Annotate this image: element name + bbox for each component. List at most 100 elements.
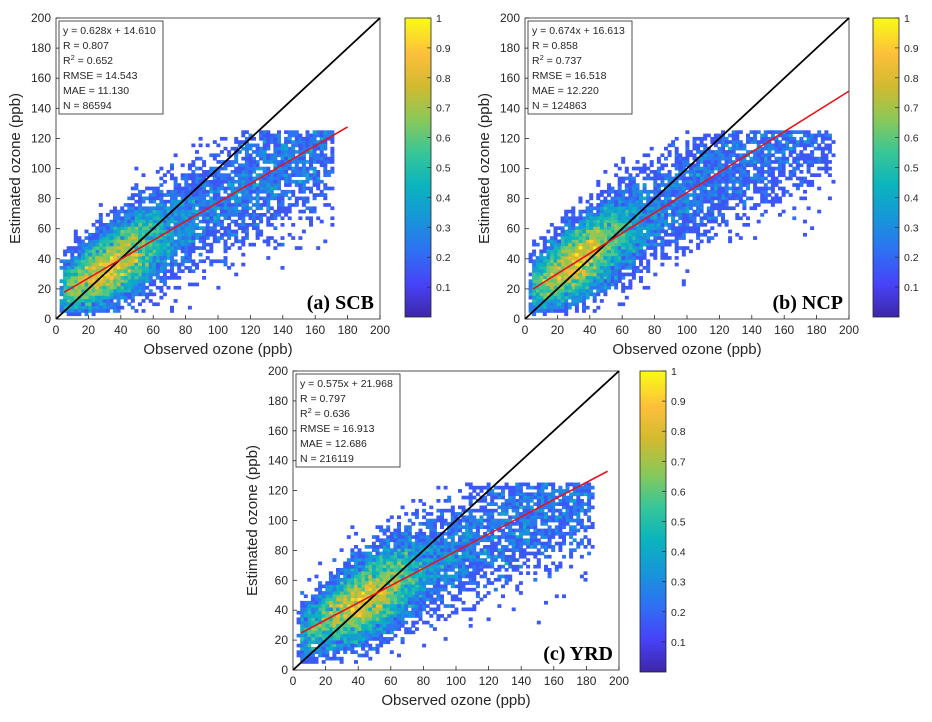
density-cell <box>607 193 611 197</box>
density-cell <box>195 166 199 171</box>
density-cell <box>407 538 412 543</box>
density-cell <box>343 587 348 592</box>
density-cell <box>321 633 326 638</box>
density-cell <box>113 242 117 247</box>
density-cell <box>259 232 264 237</box>
density-cell <box>148 289 153 293</box>
density-cell <box>332 591 337 595</box>
density-cell <box>749 196 754 201</box>
density-cell <box>386 597 391 602</box>
density-cell <box>585 279 590 283</box>
density-cell <box>422 597 427 602</box>
density-cell <box>309 150 313 154</box>
density-cell <box>692 173 697 177</box>
density-cell <box>88 232 93 237</box>
density-cell <box>138 209 142 214</box>
density-cell <box>617 183 622 187</box>
density-cell <box>113 285 117 290</box>
density-cell <box>209 179 214 184</box>
density-cell <box>621 176 626 181</box>
density-cell <box>703 153 708 158</box>
density-cell <box>73 279 78 283</box>
density-cell <box>646 223 651 227</box>
density-cell <box>767 186 772 191</box>
density-cell <box>354 627 358 631</box>
density-cell <box>557 292 562 297</box>
density-cell <box>557 266 562 270</box>
density-cell <box>628 259 633 264</box>
density-cell <box>813 146 818 151</box>
density-cell <box>756 156 761 161</box>
density-cell <box>721 219 725 224</box>
density-cell <box>585 219 590 224</box>
density-cell <box>84 285 89 290</box>
density-cell <box>635 219 640 224</box>
density-cell <box>170 189 174 194</box>
density-cell <box>184 229 189 234</box>
density-cell <box>717 166 722 171</box>
density-cell <box>642 153 647 158</box>
density-cell <box>269 213 274 217</box>
density-cell <box>813 156 818 161</box>
density-cell <box>628 252 633 257</box>
density-cell <box>501 594 505 599</box>
density-cell <box>696 213 701 217</box>
density-cell <box>660 163 665 168</box>
density-cell <box>753 130 758 134</box>
density-cell <box>653 173 658 177</box>
density-cell <box>159 269 164 273</box>
density-cell <box>393 597 398 602</box>
density-cell <box>404 558 409 562</box>
density-cell <box>155 259 160 264</box>
density-cell <box>159 203 164 207</box>
density-cell <box>696 150 701 154</box>
density-cell <box>621 259 626 264</box>
density-cell <box>389 630 394 635</box>
density-cell <box>628 242 633 247</box>
density-cell <box>98 223 103 227</box>
density-cell <box>205 173 210 177</box>
density-cell <box>152 302 157 307</box>
density-cell <box>728 176 733 181</box>
density-cell <box>820 133 825 138</box>
density-cell <box>354 577 358 582</box>
density-cell <box>389 594 394 599</box>
density-cell <box>567 236 572 240</box>
density-cell <box>763 186 768 191</box>
density-cell <box>98 299 103 303</box>
density-cell <box>749 163 754 168</box>
density-cell <box>582 295 586 300</box>
density-cell <box>824 130 829 134</box>
density-cell <box>291 193 296 197</box>
density-cell <box>596 232 601 237</box>
density-cell <box>607 272 611 277</box>
density-cell <box>155 249 160 254</box>
density-cell <box>336 630 340 635</box>
density-cell <box>180 186 185 191</box>
density-cell <box>522 505 527 510</box>
density-cell <box>326 133 331 138</box>
density-cell <box>318 561 323 566</box>
density-cell <box>621 160 626 164</box>
density-cell <box>237 166 242 171</box>
density-cell <box>63 302 68 307</box>
density-cell <box>770 199 775 204</box>
density-cell <box>113 209 117 214</box>
density-cell <box>130 269 135 273</box>
density-cell <box>280 160 285 164</box>
density-cell <box>303 630 308 635</box>
density-cell <box>706 193 711 197</box>
density-cell <box>770 173 775 177</box>
density-cell <box>571 226 576 230</box>
density-cell <box>284 150 289 154</box>
density-cell <box>813 133 818 138</box>
density-cell <box>187 282 192 287</box>
density-cell <box>130 209 135 214</box>
density-cell <box>717 189 722 194</box>
density-cell <box>753 163 758 168</box>
density-cell <box>319 179 324 184</box>
density-cell <box>646 206 651 211</box>
density-cell <box>230 176 235 181</box>
density-cell <box>262 130 267 134</box>
density-cell <box>508 525 513 529</box>
